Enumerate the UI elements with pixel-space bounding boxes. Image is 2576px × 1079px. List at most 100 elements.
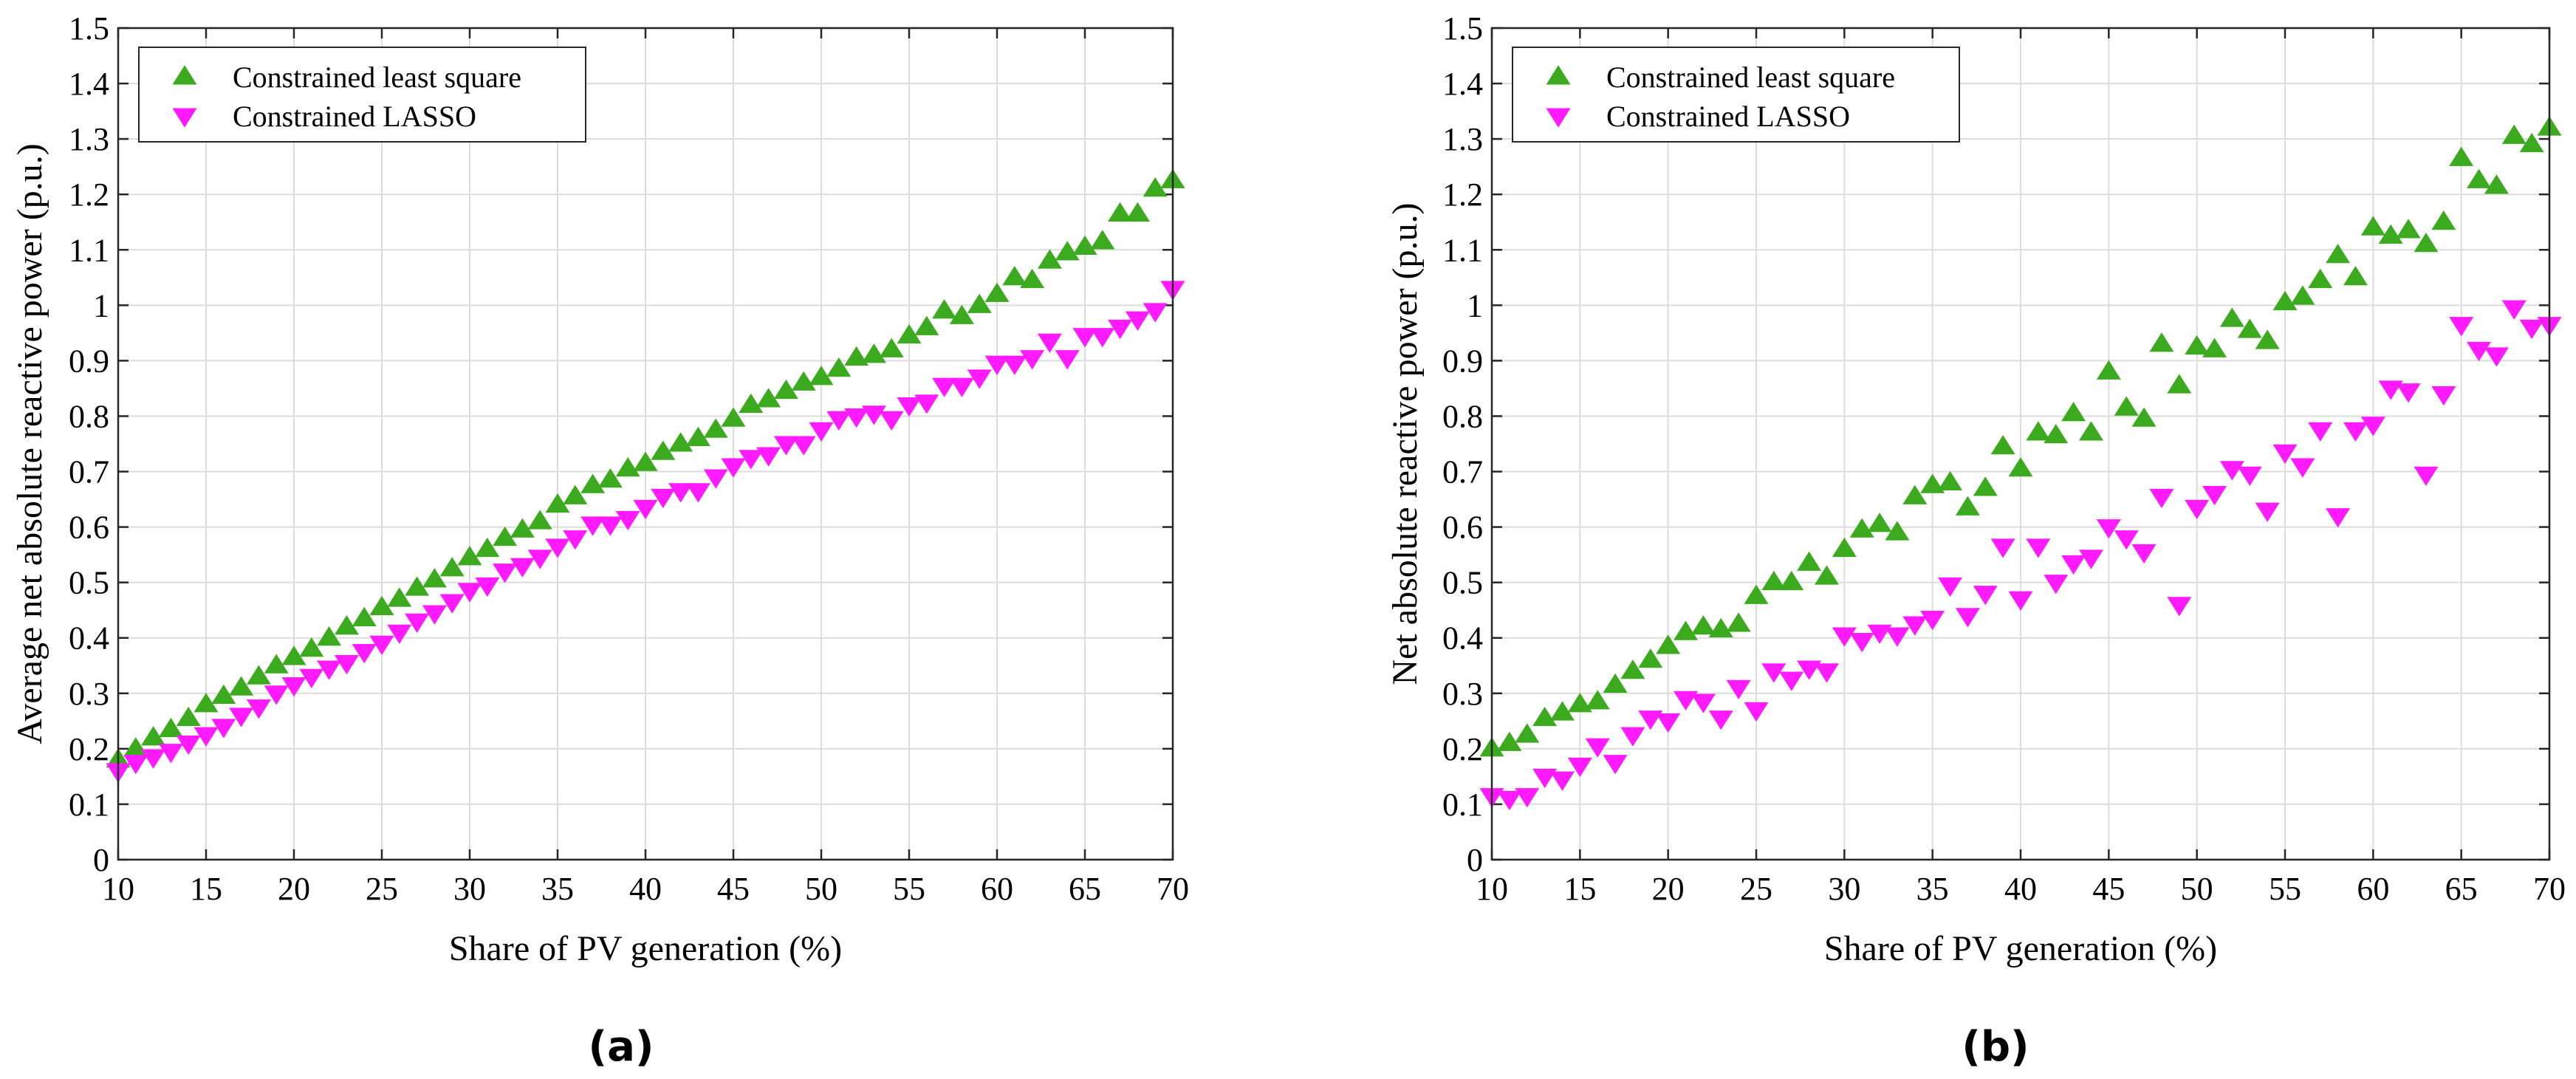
y-tick-label: 1.1	[1442, 232, 1483, 268]
least-square-point	[1143, 177, 1168, 197]
least-square-point	[2008, 457, 2033, 477]
lasso-point	[703, 469, 728, 489]
least-square-point	[2272, 290, 2298, 311]
least-square-point	[334, 614, 359, 635]
lasso-point	[580, 516, 606, 536]
lasso-point	[685, 483, 710, 503]
least-square-point	[193, 693, 219, 713]
lasso-point	[2185, 499, 2210, 520]
chart-panel-a: 10 15 20 25 30 35 40 45 50 55 60 65 70 0 0.1 0.2 0.3 0.4 0…	[10, 10, 1189, 1071]
y-tick-label: 0.1	[69, 787, 109, 823]
least-square-point	[387, 587, 412, 607]
lasso-point	[422, 605, 447, 625]
least-square-point	[1885, 521, 1910, 541]
least-square-point	[1849, 518, 1874, 538]
least-square-point	[1585, 690, 1610, 710]
legend-label-lasso: Constrained LASSO	[233, 100, 476, 133]
axis-ticks: 10 15 20 25 30 35 40 45 50 55 60 65 70 0 0.1 0.2 0.3 0.4 0…	[69, 10, 1189, 907]
lasso-point	[281, 677, 306, 697]
x-tick-label: 40	[2004, 871, 2037, 907]
x-tick-label: 15	[190, 871, 222, 907]
lasso-point	[1990, 538, 2015, 558]
x-tick-label: 55	[893, 871, 925, 907]
lasso-point	[949, 377, 974, 397]
least-square-point	[422, 568, 447, 588]
least-square-point	[1690, 614, 1716, 635]
x-tick-label: 25	[366, 871, 398, 907]
least-square-point	[1832, 537, 1857, 558]
lasso-point	[597, 516, 623, 536]
least-square-point	[1656, 634, 1681, 654]
least-square-point	[1020, 268, 1045, 289]
x-tick-label: 50	[805, 871, 837, 907]
least-square-point	[844, 346, 869, 366]
y-tick-label: 0.4	[69, 620, 109, 657]
least-square-point	[2185, 335, 2210, 355]
y-tick-label: 1.4	[1442, 66, 1483, 102]
legend-marker-lasso	[1546, 108, 1571, 128]
lasso-point	[317, 660, 342, 680]
lasso-point	[791, 436, 816, 456]
y-tick-label: 1.2	[69, 177, 109, 213]
lasso-point	[1938, 577, 1963, 597]
lasso-point	[879, 411, 904, 431]
y-tick-label: 0.8	[1442, 398, 1483, 434]
lasso-point	[1055, 350, 1080, 370]
least-square-point	[1938, 470, 1963, 491]
lasso-point	[2414, 466, 2439, 487]
lasso-point	[668, 483, 693, 503]
y-tick-label: 0.8	[69, 398, 109, 434]
x-tick-label: 10	[102, 871, 134, 907]
lasso-point	[2044, 575, 2069, 595]
legend-label-lasso: Constrained LASSO	[1606, 100, 1850, 133]
lasso-point	[2467, 341, 2492, 362]
y-tick-label: 0.9	[69, 343, 109, 379]
lasso-point	[439, 594, 465, 614]
least-square-point	[1603, 673, 1628, 693]
least-square-point	[703, 418, 728, 438]
y-tick-label: 1	[1467, 287, 1483, 323]
lasso-point	[967, 369, 992, 389]
lasso-point	[493, 564, 518, 583]
lasso-point	[1002, 355, 1027, 375]
x-tick-label: 70	[2533, 871, 2566, 907]
least-square-point	[123, 737, 148, 757]
lasso-point	[1797, 660, 1822, 680]
least-square-point	[756, 388, 781, 408]
lasso-point	[1603, 755, 1628, 775]
least-square-point	[2326, 244, 2351, 264]
x-tick-label: 20	[1652, 871, 1685, 907]
lasso-point	[2096, 519, 2121, 539]
y-tick-label: 1.5	[1442, 10, 1483, 47]
least-square-point	[1920, 473, 1945, 493]
least-square-point	[2202, 338, 2227, 357]
lasso-point	[914, 394, 939, 414]
legend: Constrained least square Constrained LAS…	[138, 47, 586, 143]
lasso-point	[1037, 333, 1062, 353]
lasso-point	[1920, 610, 1945, 631]
x-tick-label: 25	[1740, 871, 1772, 907]
least-square-point	[651, 440, 676, 460]
x-axis-label: Share of PV generation (%)	[449, 929, 842, 968]
y-tick-label: 0.5	[1442, 565, 1483, 601]
legend-box	[1512, 47, 1960, 143]
least-square-point	[1761, 570, 1787, 591]
least-square-point	[1708, 617, 1733, 637]
lasso-point	[2237, 466, 2262, 487]
least-square-point	[949, 304, 974, 324]
lasso-point	[897, 397, 922, 417]
least-square-point	[246, 665, 271, 685]
least-square-point	[176, 706, 201, 727]
least-square-point	[2467, 168, 2492, 188]
lasso-point	[984, 355, 1010, 375]
x-tick-label: 45	[2092, 871, 2125, 907]
lasso-point	[1585, 738, 1610, 758]
lasso-point	[158, 744, 183, 764]
least-square-point	[1797, 551, 1822, 571]
least-square-point	[2308, 268, 2333, 289]
lasso-point	[2026, 538, 2051, 558]
least-square-point	[299, 637, 324, 657]
y-tick-label: 0.6	[69, 510, 109, 546]
legend-marker-lasso	[172, 108, 197, 128]
